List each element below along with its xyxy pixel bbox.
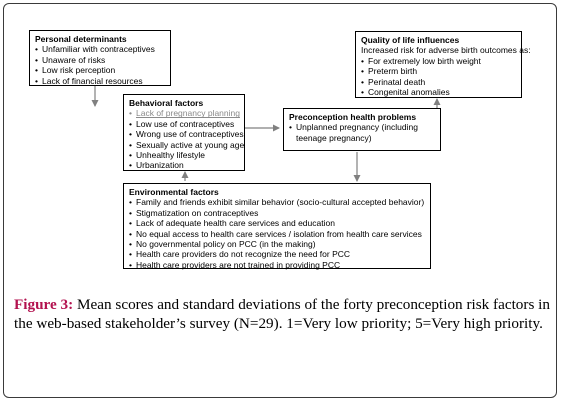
- list-item-continuation: teenage pregnancy): [296, 132, 372, 143]
- preconception-problems-list: Unplanned pregnancy (including teenage p…: [289, 122, 436, 143]
- personal-determinants-list: Unfamiliar with contraceptives Unaware o…: [35, 44, 166, 86]
- list-item: Unplanned pregnancy (including: [289, 122, 436, 133]
- list-item: Wrong use of contraceptives: [129, 129, 244, 140]
- list-item: Lack of pregnancy planning: [129, 108, 240, 119]
- list-item: Health care providers do not recognize t…: [129, 249, 426, 260]
- figure-caption: Figure 3: Mean scores and standard devia…: [14, 296, 550, 333]
- personal-determinants-box: Personal determinants Unfamiliar with co…: [29, 30, 171, 86]
- quality-of-life-list: For extremely low birth weight Preterm b…: [361, 56, 517, 98]
- list-item: Preterm birth: [361, 66, 517, 77]
- figure-caption-text: Mean scores and standard deviations of t…: [14, 296, 550, 332]
- list-item: Family and friends exhibit similar behav…: [129, 197, 426, 208]
- list-item: No equal access to health care services …: [129, 229, 426, 240]
- environmental-factors-box: Environmental factors Family and friends…: [123, 183, 431, 271]
- list-item: No governmental policy on PCC (in the ma…: [129, 239, 426, 250]
- list-item: Lack of adequate health care services an…: [129, 218, 426, 229]
- environmental-factors-list: Family and friends exhibit similar behav…: [129, 197, 426, 270]
- list-item: Unhealthy lifestyle: [129, 150, 240, 161]
- preconception-problems-title: Preconception health problems: [289, 112, 417, 122]
- preconception-problems-box: Preconception health problems Unplanned …: [283, 108, 441, 151]
- list-item: Low risk perception: [35, 65, 166, 76]
- quality-of-life-subtitle: Increased risk for adverse birth outcome…: [361, 45, 531, 56]
- list-item: Low use of contraceptives: [129, 119, 240, 130]
- list-item: Unaware of risks: [35, 55, 166, 66]
- quality-of-life-box: Quality of life influences Increased ris…: [355, 31, 531, 98]
- list-item: For extremely low birth weight: [361, 56, 517, 67]
- quality-of-life-title: Quality of life influences: [361, 35, 460, 45]
- personal-determinants-title: Personal determinants: [35, 34, 127, 44]
- figure-label: Figure 3:: [14, 296, 74, 313]
- list-item: Congenital anomalies: [361, 87, 517, 98]
- list-item: Perinatal death: [361, 77, 517, 88]
- behavioral-factors-box: Behavioral factors Lack of pregnancy pla…: [123, 94, 245, 171]
- list-item: Lack of financial resources: [35, 76, 166, 87]
- list-item: Sexually active at young age: [129, 140, 244, 151]
- behavioral-factors-list: Lack of pregnancy planning Low use of co…: [129, 108, 244, 171]
- environmental-factors-title: Environmental factors: [129, 187, 219, 197]
- list-item: Urbanization: [129, 160, 240, 171]
- list-item: Health care providers are not trained in…: [129, 260, 426, 271]
- list-item: Unfamiliar with contraceptives: [35, 44, 166, 55]
- behavioral-factors-title: Behavioral factors: [129, 98, 204, 108]
- list-item: Stigmatization on contraceptives: [129, 208, 426, 219]
- figure-frame: [3, 3, 557, 398]
